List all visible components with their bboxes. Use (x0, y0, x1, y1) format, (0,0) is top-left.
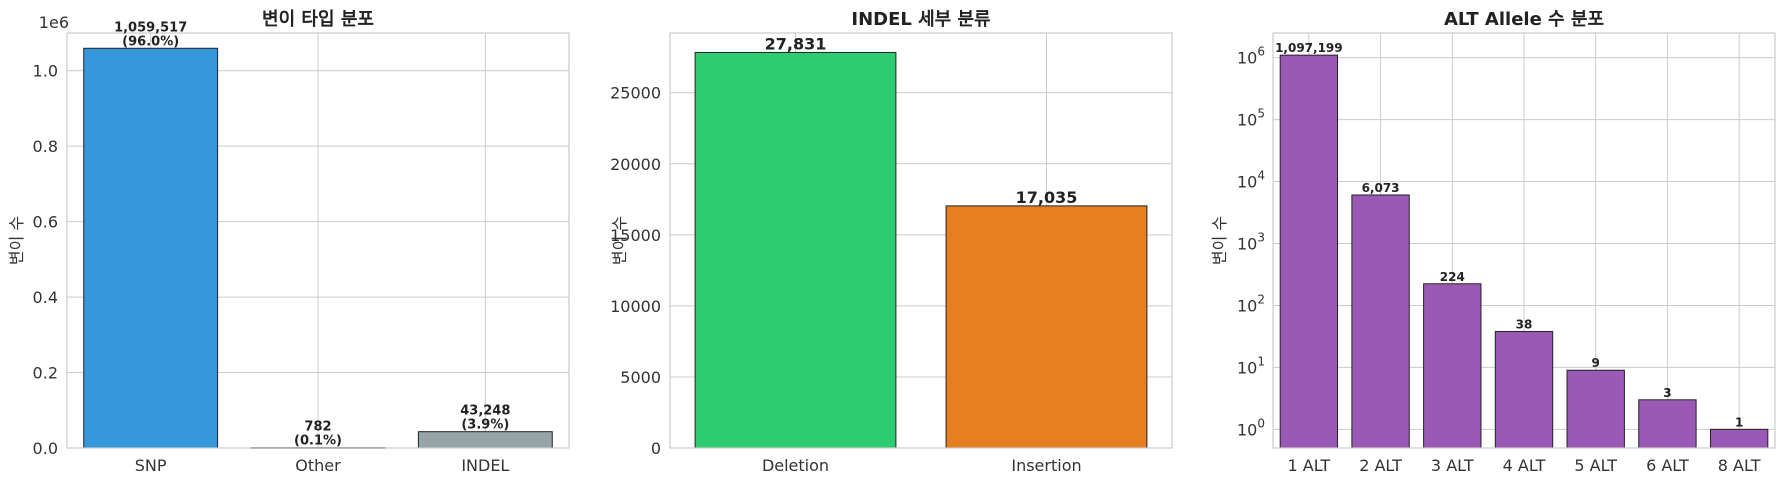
data-label-value: 43,248 (460, 404, 510, 419)
bar-3-alt (1423, 283, 1482, 449)
y-tick-label: 10000 (610, 297, 661, 316)
x-tick-label: SNP (135, 456, 167, 475)
chart-1: 0.0 0.2 0.4 0.6 0.8 1.0 1e6 SNP Other INDEL 변이 타입 … (7, 8, 570, 475)
x-tick-label: Insertion (1011, 456, 1081, 475)
bar-5-alt (1566, 369, 1625, 449)
x-tick-label: 6 ALT (1646, 456, 1689, 475)
y-tick-label: 0.6 (33, 213, 58, 232)
data-label-value: 38 (1516, 317, 1533, 331)
chart-title: ALT Allele 수 분포 (1444, 9, 1604, 30)
data-label-value: 6,073 (1362, 181, 1400, 195)
y-tick-label: 15000 (610, 226, 661, 245)
y-tick-label: 0.8 (33, 137, 58, 156)
data-label-percent: (3.9%) (461, 418, 509, 433)
y-tick-label: 1.0 (33, 62, 58, 81)
bar-2-alt (1351, 194, 1410, 449)
y-tick-label: 0 (651, 439, 661, 458)
x-tick-label: 1 ALT (1288, 456, 1331, 475)
data-label-value: 9 (1592, 356, 1600, 370)
y-axis-label: 변이 수 (7, 216, 26, 265)
y-tick-label: 20000 (610, 155, 661, 174)
bar-insertion (945, 205, 1148, 449)
y-tick-label: 105 (1237, 107, 1265, 130)
x-tick-label: 8 ALT (1718, 456, 1761, 475)
y-tick-label: 0.0 (33, 439, 58, 458)
data-label-value: 1 (1735, 415, 1743, 429)
x-tick-label: 5 ALT (1574, 456, 1617, 475)
bar-snp (83, 47, 219, 449)
y-offset-label: 1e6 (39, 13, 69, 32)
data-label-percent: (0.1%) (294, 434, 342, 449)
y-tick-label: 0.4 (33, 288, 58, 307)
y-tick-label: 106 (1237, 45, 1265, 68)
data-label-value: 17,035 (1016, 188, 1078, 207)
bar-deletion (694, 51, 897, 449)
y-tick-label: 0.2 (33, 364, 58, 383)
chart-3: 100 101 102 103 104 105 106 1 ALT 2 ALT 3 ALT 4 AL… (1210, 9, 1776, 475)
y-tick-label: 25000 (610, 84, 661, 103)
bar-6-alt (1638, 399, 1697, 449)
data-label-value: 3 (1663, 386, 1671, 400)
plot-frame (66, 32, 570, 449)
bar-4-alt (1494, 330, 1554, 449)
x-tick-label: 4 ALT (1503, 456, 1546, 475)
chart-title: INDEL 세부 분류 (851, 9, 990, 30)
bar-indel (417, 431, 553, 449)
data-label-value: 27,831 (765, 34, 827, 53)
plot-frame (669, 32, 1173, 449)
y-axis-label: 변이 수 (610, 216, 629, 265)
y-tick-label: 103 (1237, 231, 1265, 254)
x-tick-label: 2 ALT (1359, 456, 1402, 475)
plot-frame (1272, 32, 1776, 449)
x-tick-label: INDEL (461, 456, 509, 475)
y-tick-label: 100 (1237, 416, 1265, 439)
data-label-value: 782 (304, 420, 331, 435)
data-label-value: 1,059,517 (114, 20, 187, 35)
data-label-value: 224 (1440, 270, 1465, 284)
bar-1-alt (1279, 54, 1339, 449)
data-label-value: 1,097,199 (1275, 41, 1343, 55)
y-tick-label: 101 (1237, 354, 1265, 377)
data-label-percent: (96.0%) (122, 34, 179, 49)
y-tick-label: 102 (1237, 292, 1265, 315)
chart-2: 0 5000 10000 15000 20000 25000 Deletion Inserti… (610, 9, 1173, 475)
x-tick-label: Deletion (762, 456, 829, 475)
y-tick-label: 104 (1237, 169, 1265, 192)
x-tick-label: 3 ALT (1431, 456, 1474, 475)
chart-title: 변이 타입 분포 (262, 8, 374, 30)
x-tick-label: Other (295, 456, 341, 475)
y-tick-label: 5000 (620, 368, 661, 387)
y-axis-label: 변이 수 (1210, 216, 1229, 265)
bar-8-alt (1709, 428, 1769, 449)
